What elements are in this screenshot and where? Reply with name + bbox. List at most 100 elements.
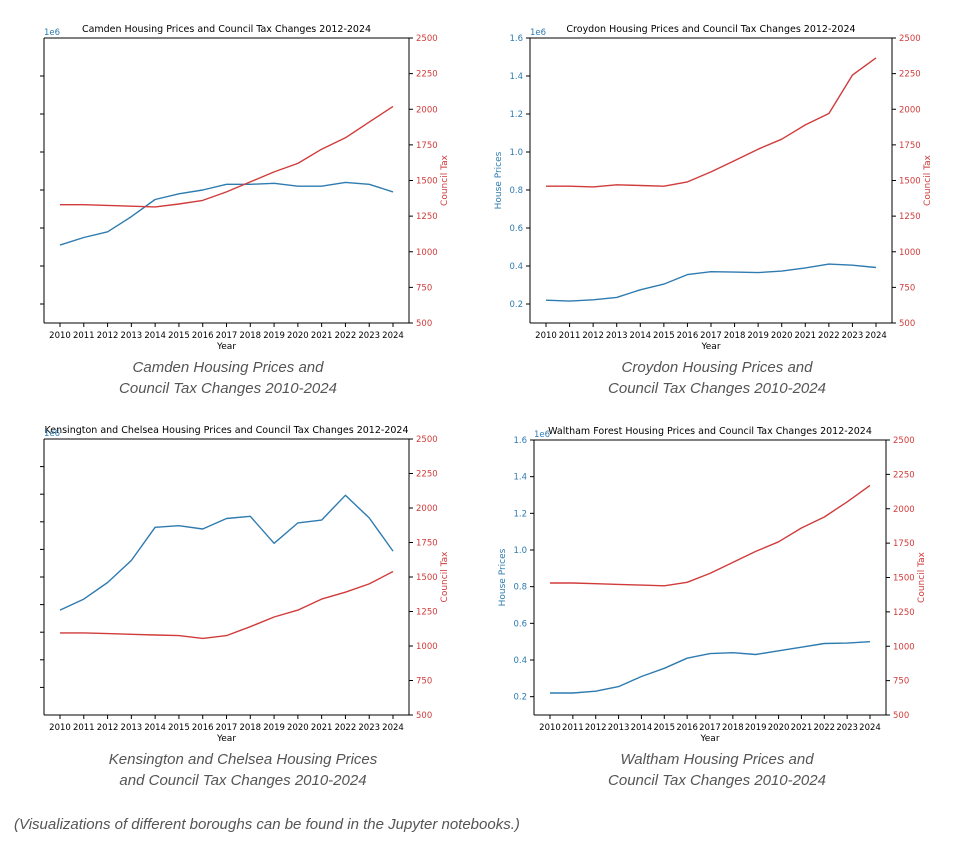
x-tick-label: 2014 [144,723,166,733]
right-y-tick-label: 1000 [416,248,438,258]
right-y-tick-label: 1750 [899,141,921,151]
x-tick-label: 2010 [539,723,561,733]
right-y-tick-label: 1750 [416,539,438,549]
council-tax-line [550,484,871,587]
x-tick-label: 2020 [771,331,793,341]
x-tick-label: 2014 [631,723,653,733]
house-price-line [59,494,394,611]
house-price-line [59,181,394,246]
x-tick-label: 2024 [382,331,404,341]
x-tick-label: 2021 [794,331,816,341]
x-tick-label: 2012 [97,331,119,341]
x-tick-label: 2011 [73,723,95,733]
right-y-tick-label: 1250 [416,212,438,222]
x-tick-label: 2021 [791,723,813,733]
x-tick-label: 2012 [582,331,604,341]
right-y-tick-label: 2250 [416,70,438,80]
left-y-tick-label: 0.4 [513,656,527,666]
x-tick-label: 2010 [49,723,71,733]
x-tick-label: 2017 [699,723,721,733]
left-y-tick-label: 1.6 [509,34,523,44]
camden-caption: Camden Housing Prices and Council Tax Ch… [119,359,337,397]
right-y-tick-label: 750 [899,283,915,293]
house-price-line [545,263,877,302]
left-y-tick-label: 1.0 [513,546,527,556]
waltham-forest-caption: Waltham Housing Prices and Council Tax C… [608,751,826,789]
right-y-tick-label: 500 [899,319,915,329]
right-y-tick-label: 2000 [899,105,921,115]
right-y-tick-label: 2500 [416,34,438,44]
left-y-tick-label: 1.4 [513,473,527,483]
chart-title: Waltham Forest Housing Prices and Counci… [548,426,872,437]
footnote: (Visualizations of different boroughs ca… [14,816,520,833]
x-tick-label: 2012 [585,723,607,733]
right-y-tick-label: 1000 [899,248,921,258]
x-tick-label: 2018 [724,331,746,341]
right-y-axis-label: Council Tax [917,551,927,603]
right-y-tick-label: 2500 [416,435,438,445]
right-y-tick-label: 1500 [416,177,438,187]
x-tick-label: 2024 [865,331,887,341]
right-y-tick-label: 2250 [899,70,921,80]
right-y-tick-label: 2000 [893,505,915,515]
left-y-tick-label: 1.6 [513,436,527,446]
x-tick-label: 2018 [239,723,261,733]
right-y-tick-label: 1250 [416,608,438,618]
x-tick-label: 2022 [335,331,357,341]
left-y-tick-label: 0.2 [513,693,527,703]
chart-title: Kensington and Chelsea Housing Prices an… [44,425,408,436]
right-y-tick-label: 1750 [416,141,438,151]
left-offset-text: 1e6 [44,28,60,38]
x-axis-label: Year [700,342,720,352]
x-tick-label: 2016 [676,723,698,733]
left-offset-text: 1e6 [530,28,546,38]
left-y-tick-label: 1.0 [509,148,523,158]
x-tick-label: 2013 [608,723,630,733]
right-y-tick-label: 1500 [899,177,921,187]
x-tick-label: 2010 [49,331,71,341]
right-y-tick-label: 500 [416,711,432,721]
x-tick-label: 2020 [768,723,790,733]
x-tick-label: 2013 [121,331,143,341]
left-y-tick-label: 0.8 [513,583,527,593]
right-y-tick-label: 2500 [893,436,915,446]
x-tick-label: 2015 [653,723,675,733]
right-y-tick-label: 750 [893,677,909,687]
x-tick-label: 2013 [121,723,143,733]
x-tick-label: 2011 [559,331,581,341]
x-tick-label: 2014 [629,331,651,341]
x-tick-label: 2021 [311,723,333,733]
x-tick-label: 2017 [700,331,722,341]
left-y-tick-label: 1.4 [509,72,523,82]
right-y-tick-label: 1750 [893,539,915,549]
right-y-tick-label: 1250 [893,608,915,618]
x-tick-label: 2019 [263,331,285,341]
left-y-tick-label: 1.2 [513,509,527,519]
x-tick-label: 2019 [745,723,767,733]
council-tax-line [546,57,877,188]
right-y-tick-label: 1000 [416,642,438,652]
chart-title: Camden Housing Prices and Council Tax Ch… [82,24,371,35]
x-tick-label: 2015 [168,723,190,733]
x-tick-label: 2024 [859,723,881,733]
left-y-tick-label: 1.2 [509,110,523,120]
x-axis-label: Year [216,734,236,744]
x-tick-label: 2016 [192,723,214,733]
x-tick-label: 2018 [722,723,744,733]
x-tick-label: 2015 [653,331,675,341]
council-tax-line [60,105,394,208]
x-tick-label: 2018 [239,331,261,341]
left-y-axis-label: House Prices [494,151,504,209]
right-y-tick-label: 1250 [899,212,921,222]
x-axis-label: Year [216,342,236,352]
x-tick-label: 2021 [311,331,333,341]
x-tick-label: 2011 [562,723,584,733]
x-tick-label: 2011 [73,331,95,341]
right-y-axis-label: Council Tax [440,551,450,603]
left-y-tick-label: 0.4 [509,262,523,272]
x-tick-label: 2022 [813,723,835,733]
right-y-axis-label: Council Tax [440,154,450,206]
